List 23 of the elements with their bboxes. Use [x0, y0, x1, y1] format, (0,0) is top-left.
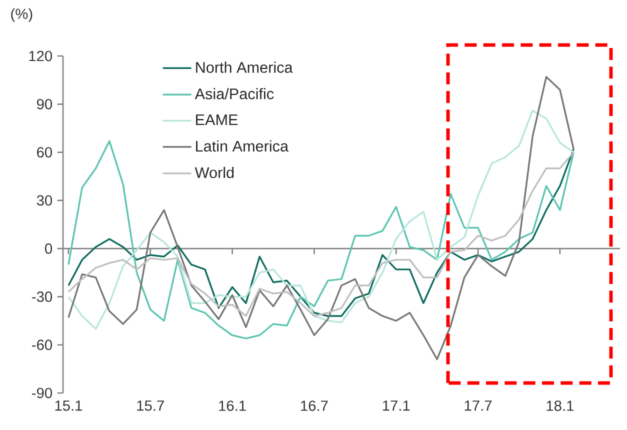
x-tick-label: 17.7 — [464, 400, 492, 411]
y-tick-label: 30 — [36, 195, 52, 206]
x-tick-label: 15.7 — [137, 400, 164, 411]
x-tick-label: 16.1 — [219, 400, 246, 411]
y-tick-label: -30 — [32, 292, 52, 302]
x-tick-label: 17.1 — [382, 400, 410, 411]
x-tick-label: 15.1 — [55, 400, 82, 411]
legend-label: World — [194, 166, 234, 178]
legend-label: EAME — [196, 114, 238, 126]
y-tick-label: -60 — [32, 340, 52, 350]
line-series — [68, 110, 574, 330]
line-series — [68, 140, 574, 340]
x-tick-label: 18.1 — [546, 400, 574, 411]
legend-label: Asia/Pacific — [194, 88, 274, 100]
y-tick-label: 0 — [45, 243, 52, 254]
y-tick-label: -90 — [32, 388, 52, 398]
legend-label: Latin America — [196, 140, 289, 152]
y-tick-label: 90 — [36, 98, 52, 110]
x-tick-label: 16.7 — [301, 400, 328, 411]
y-tick-label: 120 — [29, 50, 52, 62]
y-axis-title: (%) — [11, 8, 32, 22]
y-tick-label: 60 — [37, 147, 52, 158]
legend-label: North America — [196, 62, 293, 73]
